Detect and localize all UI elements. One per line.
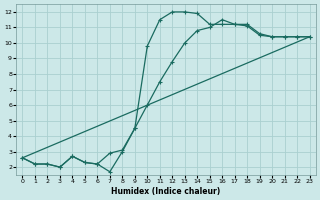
X-axis label: Humidex (Indice chaleur): Humidex (Indice chaleur)	[111, 187, 221, 196]
